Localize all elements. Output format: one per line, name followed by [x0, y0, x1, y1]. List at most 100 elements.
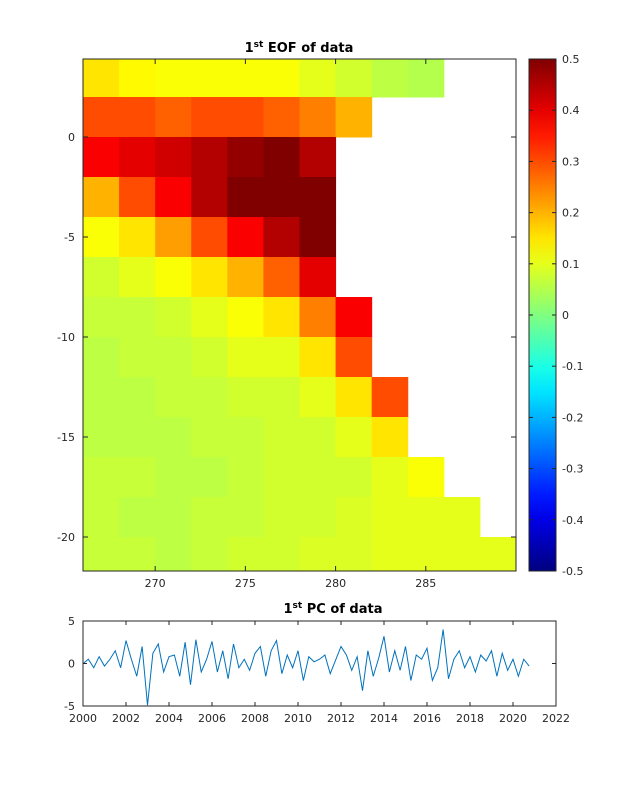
field-cell	[155, 377, 192, 418]
y-tick-label: -15	[57, 431, 75, 444]
field-cell	[191, 297, 228, 338]
field-cell	[263, 497, 300, 538]
pc-title: 1st PC of data	[283, 601, 382, 617]
map-title: 1st EOF of data	[245, 40, 354, 56]
field-cell	[227, 217, 264, 258]
field-cell	[263, 337, 300, 378]
field-cell	[155, 137, 192, 178]
field-cell	[155, 177, 192, 218]
y-tick-label: -20	[57, 531, 75, 544]
field-cell	[155, 417, 192, 458]
colorbar-label: -0.1	[562, 360, 583, 373]
field-cell	[83, 177, 120, 218]
field-cell	[299, 177, 337, 218]
field-cell	[335, 457, 373, 498]
field-cell	[335, 377, 373, 418]
field-cell	[83, 457, 120, 498]
field-cell	[83, 377, 120, 418]
y-tick-label: 0	[68, 131, 75, 144]
field-cell	[119, 457, 156, 498]
y-tick-label: 5	[68, 615, 75, 628]
field-cell	[119, 297, 156, 338]
field-cell	[407, 457, 445, 498]
field-cell	[227, 177, 264, 218]
field-cell	[191, 137, 228, 178]
x-tick-label: 270	[145, 577, 166, 590]
field-cell	[335, 59, 373, 98]
field-cell	[155, 497, 192, 538]
field-cell	[299, 377, 337, 418]
field-cell	[191, 417, 228, 458]
field-cell	[83, 137, 120, 178]
axes-box	[82, 58, 517, 572]
field-cell	[263, 417, 300, 458]
field-cell	[299, 457, 337, 498]
field-cell	[227, 537, 264, 571]
field-cell	[263, 297, 300, 338]
y-tick-label: -5	[64, 700, 75, 713]
pc-line	[82, 629, 530, 706]
field-cell	[335, 337, 373, 378]
y-tick-label: -10	[57, 331, 75, 344]
field-cell	[263, 257, 300, 298]
field-cell	[443, 497, 481, 538]
y-tick-label: 0	[68, 658, 75, 671]
x-tick-label: 2022	[542, 712, 570, 725]
axes-box	[82, 620, 557, 707]
field-cell	[299, 297, 337, 338]
x-tick-label: 280	[325, 577, 346, 590]
field-cell	[191, 537, 228, 571]
field-cell	[479, 537, 516, 571]
field-cell	[299, 137, 337, 178]
x-tick-label: 2010	[284, 712, 312, 725]
x-tick-label: 2008	[241, 712, 269, 725]
field-cell	[227, 457, 264, 498]
field-cell	[119, 497, 156, 538]
field-cell	[407, 497, 445, 538]
field-cell	[119, 177, 156, 218]
colorbar	[528, 58, 557, 572]
field-cell	[83, 537, 120, 571]
field-cell	[191, 257, 228, 298]
field-cell	[407, 59, 445, 98]
colorbar-label: -0.2	[562, 411, 583, 424]
field-cell	[191, 177, 228, 218]
colorbar-label: -0.3	[562, 463, 583, 476]
field-cell	[299, 537, 337, 571]
field-cell	[191, 97, 228, 138]
field-cell	[155, 257, 192, 298]
field-cell	[227, 257, 264, 298]
field-cell	[263, 59, 300, 98]
field-cell	[443, 537, 481, 571]
field-cell	[119, 217, 156, 258]
field-cell	[119, 417, 156, 458]
field-cell	[83, 497, 120, 538]
field-cell	[83, 217, 120, 258]
field-cell	[227, 337, 264, 378]
colorbar-label: 0.4	[562, 104, 580, 117]
field-cell	[299, 59, 337, 98]
field-cell	[227, 59, 264, 98]
field-cell	[299, 257, 337, 298]
x-tick-label: 2018	[456, 712, 484, 725]
field-cell	[227, 137, 264, 178]
x-tick-label: 2016	[413, 712, 441, 725]
field-cell	[335, 497, 373, 538]
x-tick-label: 2002	[112, 712, 140, 725]
x-tick-label: 2020	[499, 712, 527, 725]
field-cell	[119, 257, 156, 298]
field-cell	[119, 377, 156, 418]
field-cell	[83, 257, 120, 298]
field-cell	[155, 457, 192, 498]
x-tick-label: 2014	[370, 712, 398, 725]
field-cell	[155, 217, 192, 258]
colorbar-label: 0.1	[562, 258, 580, 271]
field-cell	[191, 217, 228, 258]
field-cell	[155, 297, 192, 338]
field-cell	[299, 217, 337, 258]
field-cell	[83, 417, 120, 458]
field-cell	[119, 97, 156, 138]
field-cell	[227, 297, 264, 338]
field-cell	[371, 457, 409, 498]
x-tick-label: 285	[415, 577, 436, 590]
